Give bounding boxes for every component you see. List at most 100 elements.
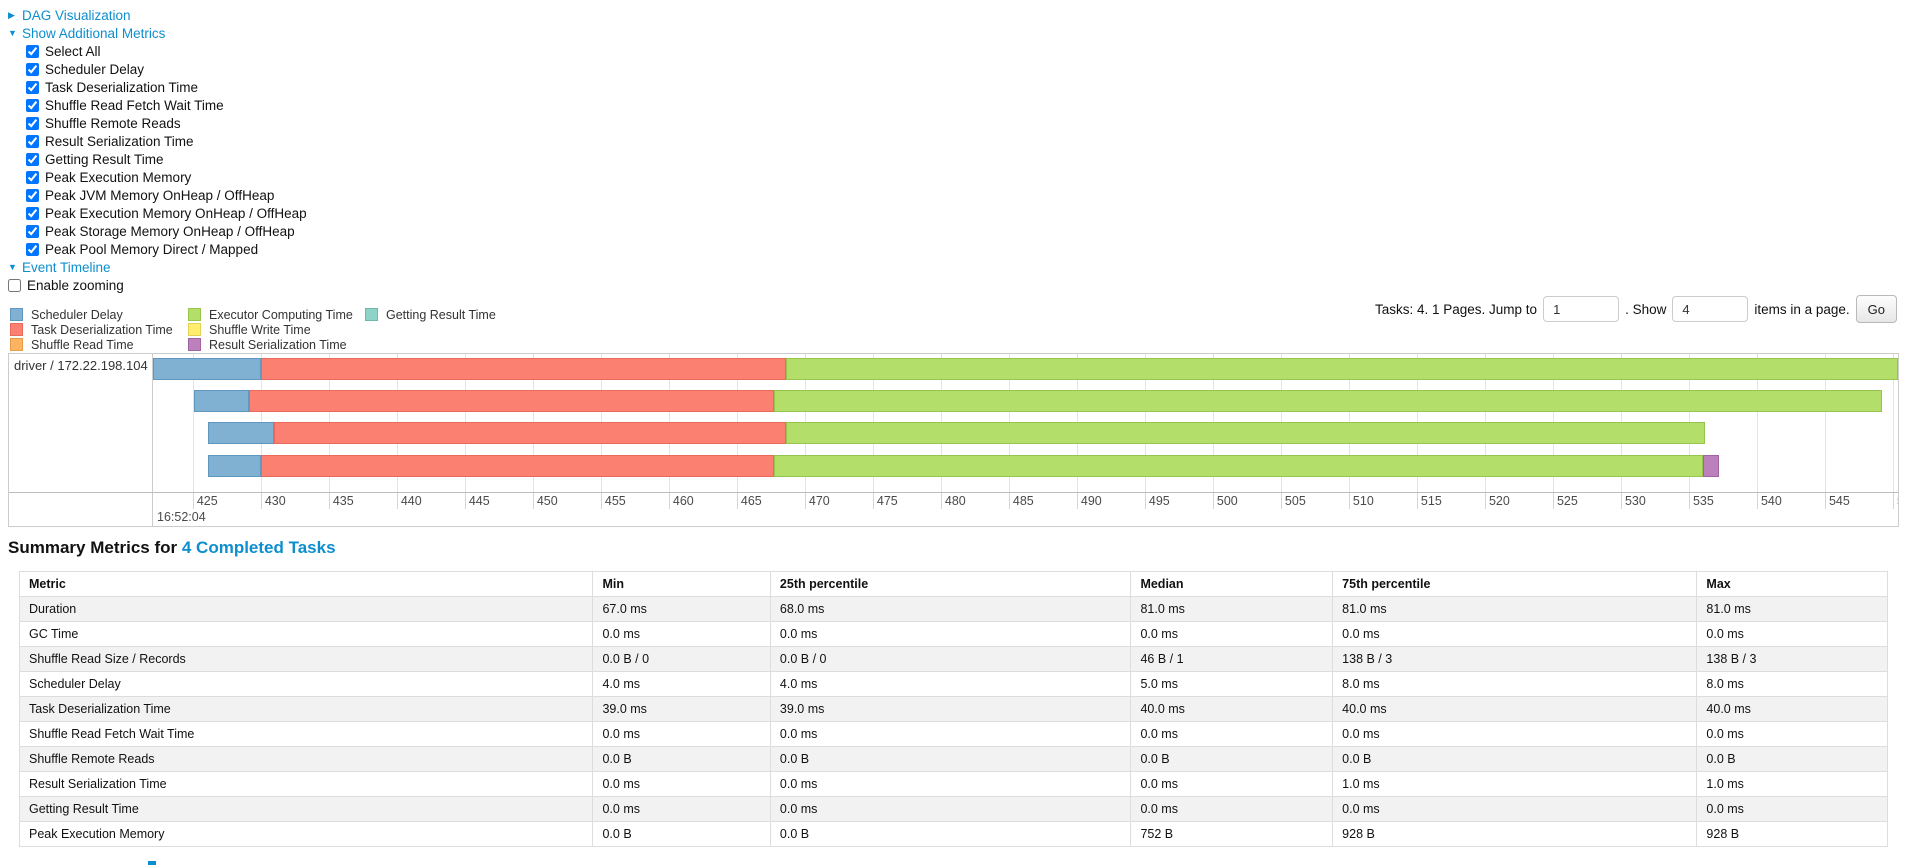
metric-checkbox-label: Scheduler Delay	[45, 61, 145, 77]
event-timeline-link[interactable]: Event Timeline	[22, 259, 111, 275]
table-cell: 8.0 ms	[1696, 671, 1888, 697]
metric-checkbox[interactable]	[26, 62, 39, 76]
metric-checkbox-item: Result Serialization Time	[26, 132, 307, 150]
chevron-right-icon: ▶	[8, 9, 15, 20]
timeline-segment-scheduler-delay[interactable]	[153, 358, 261, 380]
metric-checkbox-item: Peak Execution Memory OnHeap / OffHeap	[26, 204, 307, 222]
section-toggle-event-timeline[interactable]: ▼ Event Timeline	[8, 258, 307, 276]
table-cell: GC Time	[18, 621, 594, 647]
cutoff-element	[148, 861, 156, 865]
legend-swatch-deserialization	[10, 323, 23, 336]
table-cell: 81.0 ms	[1130, 596, 1334, 622]
metric-checkbox-label: Peak Execution Memory OnHeap / OffHeap	[45, 205, 307, 221]
metric-checkbox[interactable]	[26, 224, 39, 238]
timeline-segment-deserialization[interactable]	[260, 454, 774, 477]
table-cell: 67.0 ms	[592, 596, 771, 622]
table-cell: 40.0 ms	[1696, 696, 1888, 722]
timeline-segment-executor-computing[interactable]	[773, 454, 1703, 477]
metric-checkbox[interactable]	[26, 44, 39, 58]
timeline-tick-label: 510	[1352, 494, 1374, 508]
section-toggle-show-additional-metrics[interactable]: ▼ Show Additional Metrics	[8, 24, 307, 42]
metric-checkbox-item: Peak Storage Memory OnHeap / OffHeap	[26, 222, 307, 240]
timeline-tick	[1620, 493, 1622, 509]
timeline-tick-label: 505	[1284, 494, 1306, 508]
column-header: 25th percentile	[769, 571, 1132, 597]
dag-visualization-link[interactable]: DAG Visualization	[22, 7, 131, 23]
metric-checkbox[interactable]	[26, 242, 39, 256]
table-cell: Shuffle Read Fetch Wait Time	[18, 721, 594, 747]
timeline-segment-executor-computing[interactable]	[785, 358, 1898, 380]
enable-zooming-checkbox[interactable]	[8, 278, 21, 292]
timeline-tick-label: 435	[332, 494, 354, 508]
top-controls: ▶ DAG Visualization ▼ Show Additional Me…	[8, 6, 307, 294]
go-button[interactable]: Go	[1855, 295, 1897, 323]
metric-checkbox[interactable]	[26, 80, 39, 94]
jump-to-page-input[interactable]	[1543, 296, 1620, 322]
metric-checkbox[interactable]	[26, 134, 39, 148]
timeline-tick-label: 535	[1692, 494, 1714, 508]
timeline-segment-deserialization[interactable]	[274, 422, 786, 445]
legend-swatch-shuffle-read	[10, 338, 23, 351]
timeline-gridline	[1892, 354, 1894, 492]
timeline-tick-label: 450	[536, 494, 558, 508]
timeline-axis-line	[9, 492, 1898, 493]
chevron-down-icon: ▼	[8, 28, 17, 38]
table-cell: 1.0 ms	[1696, 771, 1888, 797]
table-cell: 0.0 ms	[592, 721, 771, 747]
timeline-segment-executor-computing[interactable]	[773, 390, 1883, 413]
table-row: Shuffle Read Fetch Wait Time 0.0 ms 0.0 ms…	[18, 721, 1888, 747]
timeline-segment-scheduler-delay[interactable]	[207, 454, 261, 477]
table-header-row: Metric Min 25th percentile Median 75th perce…	[18, 571, 1888, 597]
metric-checkbox[interactable]	[26, 116, 39, 130]
table-cell: 39.0 ms	[769, 696, 1132, 722]
legend-label: Executor Computing Time	[209, 307, 353, 322]
column-header: 75th percentile	[1332, 571, 1698, 597]
timeline-segment-deserialization[interactable]	[248, 390, 774, 413]
timeline-segment-scheduler-delay[interactable]	[194, 390, 249, 413]
table-cell: 0.0 ms	[769, 796, 1132, 822]
table-cell: 0.0 ms	[1130, 771, 1334, 797]
metric-checkbox-label: Shuffle Read Fetch Wait Time	[45, 97, 224, 113]
event-timeline-chart: driver / 172.22.198.104 425 430 435 440 445 4…	[8, 353, 1899, 527]
table-cell: 0.0 ms	[592, 796, 771, 822]
completed-tasks-link[interactable]: 4 Completed Tasks	[181, 538, 336, 557]
table-cell: 4.0 ms	[592, 671, 771, 697]
timeline-tick	[804, 493, 806, 509]
timeline-tick-label: 480	[944, 494, 966, 508]
metric-checkbox[interactable]	[26, 152, 39, 166]
timeline-tick-label: 530	[1624, 494, 1646, 508]
section-toggle-dag-visualization[interactable]: ▶ DAG Visualization	[8, 6, 307, 24]
legend-label: Shuffle Read Time	[31, 337, 134, 352]
metric-checkbox[interactable]	[26, 188, 39, 202]
timeline-segment-result-serialization[interactable]	[1702, 454, 1719, 477]
metric-checkbox-label: Task Deserialization Time	[45, 79, 199, 95]
table-cell: 0.0 B	[1130, 746, 1334, 772]
table-cell: 0.0 ms	[1332, 721, 1698, 747]
metric-checkbox[interactable]	[26, 170, 39, 184]
timeline-tick-label: 550	[1897, 494, 1898, 508]
metric-checkbox-item: Peak Execution Memory	[26, 168, 307, 186]
timeline-tick	[1416, 493, 1418, 509]
table-cell: 752 B	[1130, 821, 1334, 847]
show-additional-metrics-link[interactable]: Show Additional Metrics	[22, 25, 166, 41]
timeline-segment-deserialization[interactable]	[260, 358, 786, 380]
table-row: Scheduler Delay 4.0 ms 4.0 ms 5.0 ms 8.0 ms 8…	[18, 671, 1888, 697]
items-per-page-input[interactable]	[1672, 296, 1749, 322]
metric-checkbox[interactable]	[26, 98, 39, 112]
metric-checkbox[interactable]	[26, 206, 39, 220]
timeline-tick	[1144, 493, 1146, 509]
timeline-segment-executor-computing[interactable]	[785, 422, 1706, 445]
timeline-tick	[1484, 493, 1486, 509]
summary-title-prefix: Summary Metrics for	[8, 538, 178, 557]
table-cell: 0.0 ms	[769, 621, 1132, 647]
summary-metrics-table: Metric Min 25th percentile Median 75th perce…	[18, 571, 1888, 847]
timeline-tick-label: 525	[1556, 494, 1578, 508]
items-in-page-text: items in a page.	[1754, 301, 1850, 317]
timeline-tick	[1212, 493, 1214, 509]
timeline-axis-major-label: 16:52:04	[157, 510, 206, 524]
table-cell: 928 B	[1332, 821, 1698, 847]
timeline-segment-scheduler-delay[interactable]	[207, 422, 275, 445]
timeline-tick-label: 455	[604, 494, 626, 508]
legend-label: Shuffle Write Time	[209, 322, 311, 337]
